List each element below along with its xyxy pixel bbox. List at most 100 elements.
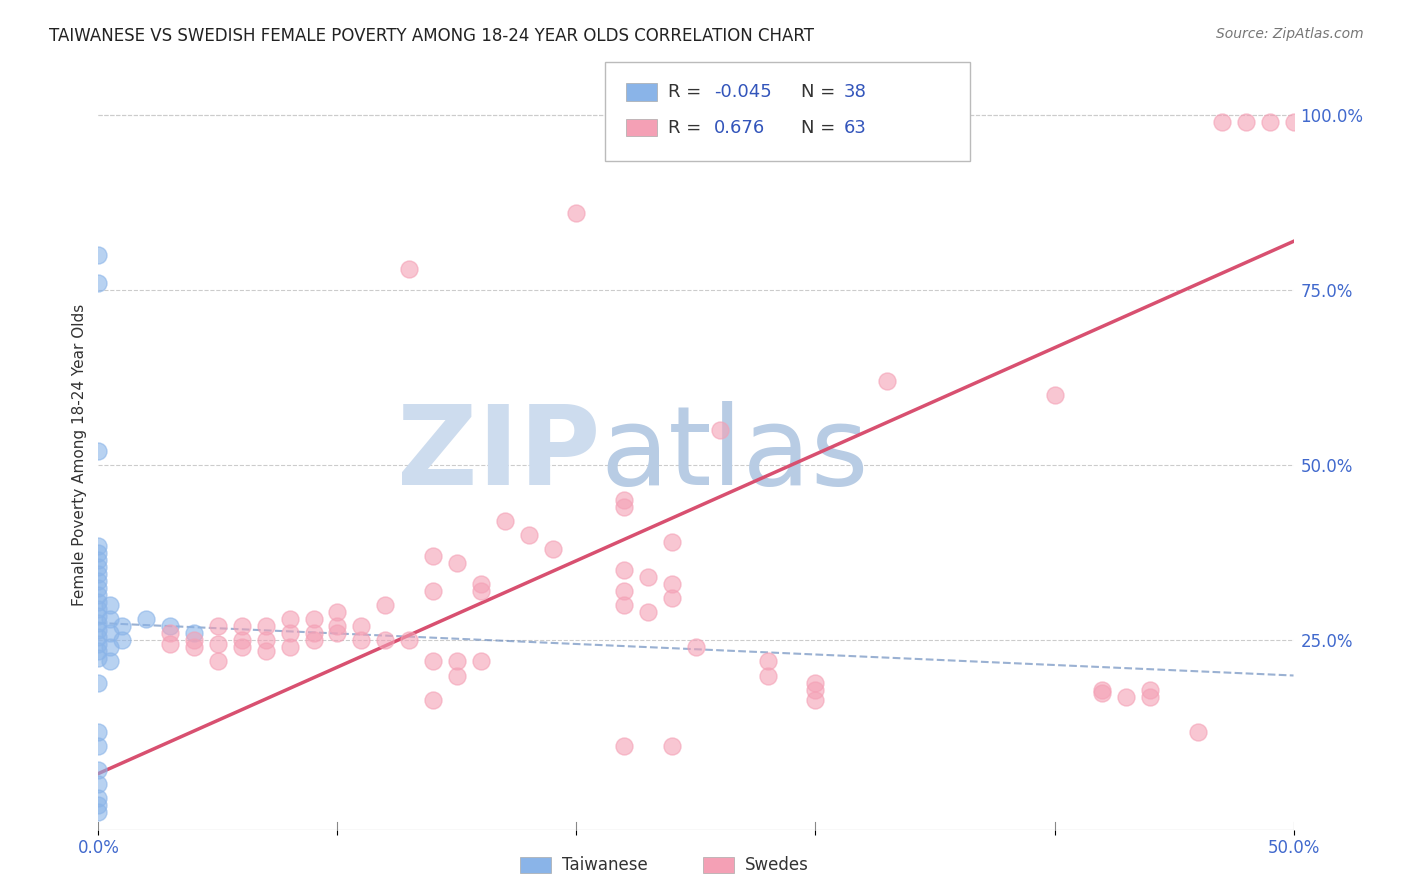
Point xyxy=(183,633,205,648)
Text: -0.045: -0.045 xyxy=(714,83,772,101)
Point xyxy=(446,655,468,669)
Point xyxy=(374,599,396,613)
Point xyxy=(87,546,110,560)
Point xyxy=(87,805,110,819)
Point xyxy=(111,619,134,633)
Point xyxy=(1139,690,1161,704)
Text: ZIP: ZIP xyxy=(396,401,600,508)
Point xyxy=(98,640,122,655)
Point xyxy=(87,588,110,602)
Point xyxy=(278,640,301,655)
Point xyxy=(1091,682,1114,697)
Point xyxy=(98,655,122,669)
Point xyxy=(87,595,110,609)
Point xyxy=(446,668,468,682)
Point xyxy=(422,655,444,669)
Point xyxy=(302,626,325,640)
Point xyxy=(87,553,110,567)
Text: Taiwanese: Taiwanese xyxy=(562,856,648,874)
Point xyxy=(350,619,373,633)
Point xyxy=(709,424,731,438)
Text: R =: R = xyxy=(668,83,707,101)
Point xyxy=(87,791,110,805)
Point xyxy=(87,637,110,651)
Point xyxy=(183,626,205,640)
Point xyxy=(231,633,253,648)
Point xyxy=(804,693,827,707)
Point xyxy=(87,739,110,753)
Point xyxy=(87,763,110,777)
Point xyxy=(159,619,181,633)
Point xyxy=(422,693,444,707)
Point xyxy=(1211,115,1233,129)
Point xyxy=(87,560,110,574)
Point xyxy=(111,633,134,648)
Point xyxy=(87,724,110,739)
Point xyxy=(207,637,229,651)
Point xyxy=(159,626,181,640)
Point xyxy=(661,591,683,606)
Point xyxy=(541,542,564,557)
Point xyxy=(613,739,636,753)
Text: atlas: atlas xyxy=(600,401,869,508)
Text: 0.676: 0.676 xyxy=(714,119,765,136)
Point xyxy=(87,574,110,588)
Point xyxy=(1091,686,1114,700)
Point xyxy=(254,619,277,633)
Point xyxy=(756,668,779,682)
Point xyxy=(1187,724,1209,739)
Point xyxy=(254,644,277,658)
Point xyxy=(87,675,110,690)
Point xyxy=(1043,388,1066,402)
Point xyxy=(804,675,827,690)
Point xyxy=(756,655,779,669)
Point xyxy=(207,619,229,633)
Point xyxy=(231,640,253,655)
Text: N =: N = xyxy=(801,83,841,101)
Text: R =: R = xyxy=(668,119,713,136)
Point xyxy=(422,549,444,564)
Point xyxy=(87,539,110,553)
Point xyxy=(87,602,110,616)
Point xyxy=(326,606,349,620)
Text: Swedes: Swedes xyxy=(745,856,808,874)
Point xyxy=(1115,690,1137,704)
Point xyxy=(87,581,110,595)
Text: 38: 38 xyxy=(844,83,866,101)
Point xyxy=(326,619,349,633)
Point xyxy=(87,651,110,665)
Point xyxy=(278,626,301,640)
Point xyxy=(87,248,110,262)
Point xyxy=(87,644,110,658)
Point xyxy=(422,584,444,599)
Point xyxy=(470,655,492,669)
Point xyxy=(159,637,181,651)
Point xyxy=(98,626,122,640)
Point xyxy=(87,444,110,458)
Point xyxy=(254,633,277,648)
Point xyxy=(637,570,659,584)
Point xyxy=(302,612,325,626)
Point xyxy=(470,584,492,599)
Point xyxy=(804,682,827,697)
Point xyxy=(1282,115,1305,129)
Point xyxy=(1139,682,1161,697)
Point xyxy=(87,630,110,644)
Point xyxy=(87,277,110,291)
Point xyxy=(98,599,122,613)
Point xyxy=(87,566,110,581)
Point xyxy=(613,500,636,515)
Point xyxy=(876,375,898,389)
Point xyxy=(135,612,157,626)
Point xyxy=(183,640,205,655)
Text: Source: ZipAtlas.com: Source: ZipAtlas.com xyxy=(1216,27,1364,41)
Point xyxy=(98,612,122,626)
Point xyxy=(87,777,110,791)
Point xyxy=(302,633,325,648)
Point xyxy=(350,633,373,648)
Point xyxy=(87,798,110,813)
Point xyxy=(613,493,636,508)
Point xyxy=(613,584,636,599)
Point xyxy=(398,633,420,648)
Y-axis label: Female Poverty Among 18-24 Year Olds: Female Poverty Among 18-24 Year Olds xyxy=(72,304,87,606)
